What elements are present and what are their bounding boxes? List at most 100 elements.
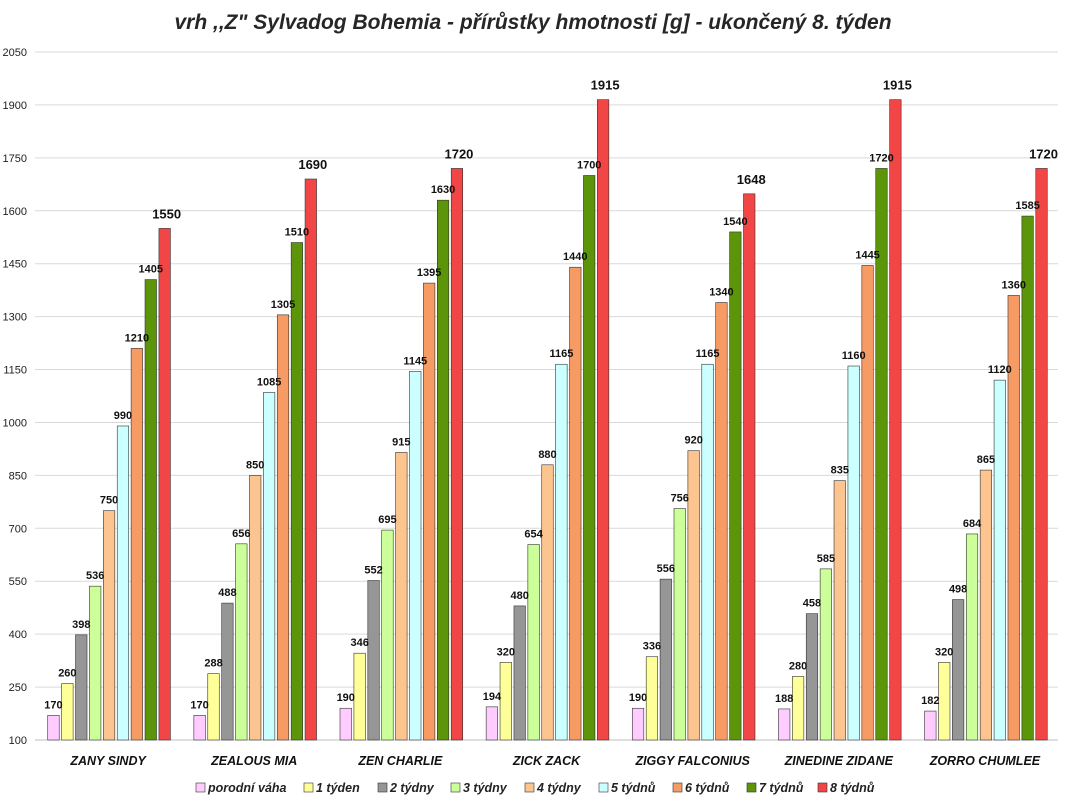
data-label: 1440: [563, 251, 587, 263]
legend-item: 2 týdny: [377, 781, 435, 795]
bar: [645, 656, 658, 741]
y-tick-label: 550: [9, 576, 27, 588]
bar: [541, 464, 554, 741]
bar: [193, 715, 206, 741]
data-label: 990: [114, 410, 132, 422]
data-label: 1210: [125, 332, 149, 344]
data-label: 190: [337, 692, 355, 704]
data-label: 1720: [444, 146, 473, 161]
y-tick-label: 1600: [3, 206, 27, 218]
legend-swatch: [195, 782, 206, 793]
x-tick-label: ZANY SINDY: [69, 754, 147, 768]
bar: [938, 662, 951, 741]
data-label: 684: [963, 518, 982, 530]
data-label: 1585: [1015, 200, 1039, 212]
bar: [103, 510, 116, 741]
data-label: 1165: [696, 348, 720, 360]
data-label: 1340: [709, 287, 733, 299]
data-label: 865: [977, 454, 995, 466]
bar: [875, 168, 888, 741]
data-labels: 170 260 398 536 750 990 1210 1405 1550 170 288 488 6…: [44, 78, 1058, 712]
legend-swatch: [450, 782, 461, 793]
data-label: 1550: [152, 206, 181, 221]
data-label: 556: [657, 563, 675, 575]
bar: [715, 302, 728, 741]
bar: [485, 706, 498, 741]
legend-item: 1 týden: [303, 781, 360, 795]
y-tick-label: 1150: [3, 365, 27, 377]
data-label: 756: [671, 493, 689, 505]
bar: [304, 178, 317, 741]
x-tick-label: ZORRO CHUMLEE: [929, 754, 1041, 768]
data-label: 695: [378, 514, 396, 526]
data-label: 1700: [577, 159, 601, 171]
bar: [437, 199, 450, 741]
legend-item: 3 týdny: [450, 781, 508, 795]
bar: [861, 265, 874, 741]
bar: [979, 469, 992, 741]
bar: [409, 371, 422, 741]
data-label: 488: [218, 587, 236, 599]
data-label: 260: [58, 668, 76, 680]
data-label: 656: [232, 528, 250, 540]
bar: [207, 673, 220, 741]
data-label: 190: [629, 692, 647, 704]
legend-label: 1 týden: [316, 781, 360, 795]
data-label: 1630: [431, 184, 455, 196]
data-label: 1690: [298, 157, 327, 172]
y-tick-label: 2050: [3, 47, 27, 59]
legend-swatch: [303, 782, 314, 793]
bar: [353, 652, 366, 741]
bar: [395, 452, 408, 741]
data-label: 320: [497, 646, 515, 658]
bar: [965, 533, 979, 741]
bar: [924, 710, 937, 741]
bar: [889, 99, 902, 741]
data-label: 552: [364, 565, 382, 577]
data-label: 398: [72, 619, 90, 631]
data-label: 1145: [403, 355, 427, 367]
legend-item: 7 týdnů: [746, 781, 804, 795]
y-tick-label: 700: [9, 523, 27, 535]
bar: [527, 544, 540, 741]
bar: [701, 363, 714, 741]
legend: porodní váha 1 týden 2 týdny 3 týdny 4 týdny…: [195, 781, 875, 795]
legend-swatch: [746, 782, 757, 793]
legend-item: 6 týdnů: [672, 781, 730, 795]
bar: [450, 168, 464, 741]
bar: [499, 662, 512, 741]
data-label: 920: [684, 435, 702, 447]
bar: [130, 348, 143, 741]
data-label: 480: [511, 590, 529, 602]
legend-item: 8 týdnů: [817, 781, 875, 795]
bar: [952, 599, 965, 741]
data-label: 1720: [869, 152, 893, 164]
data-label: 1445: [855, 249, 879, 261]
legend-label: 8 týdnů: [830, 781, 875, 795]
bar: [381, 529, 394, 741]
data-label: 1160: [842, 350, 866, 362]
legend-label: porodní váha: [207, 781, 287, 795]
data-label: 1165: [549, 348, 573, 360]
bar: [819, 568, 832, 741]
bar: [792, 676, 805, 741]
bar: [743, 193, 756, 741]
data-label: 585: [817, 553, 835, 565]
bar: [659, 578, 672, 741]
data-label: 170: [190, 699, 208, 711]
data-label: 1648: [737, 172, 766, 187]
legend-swatch: [598, 782, 609, 793]
data-label: 1360: [1001, 279, 1025, 291]
data-label: 1395: [417, 267, 441, 279]
bar: [47, 715, 60, 741]
bar: [631, 707, 645, 741]
bar: [555, 363, 568, 741]
bar: [290, 242, 303, 741]
legend-label: 7 týdnů: [759, 781, 804, 795]
bar: [833, 480, 846, 741]
y-tick-label: 1900: [3, 100, 27, 112]
bar: [847, 365, 860, 741]
x-axis-ticks: ZANY SINDY ZEALOUS MIA ZEN CHARLIE ZICK ZAC…: [69, 754, 1040, 768]
